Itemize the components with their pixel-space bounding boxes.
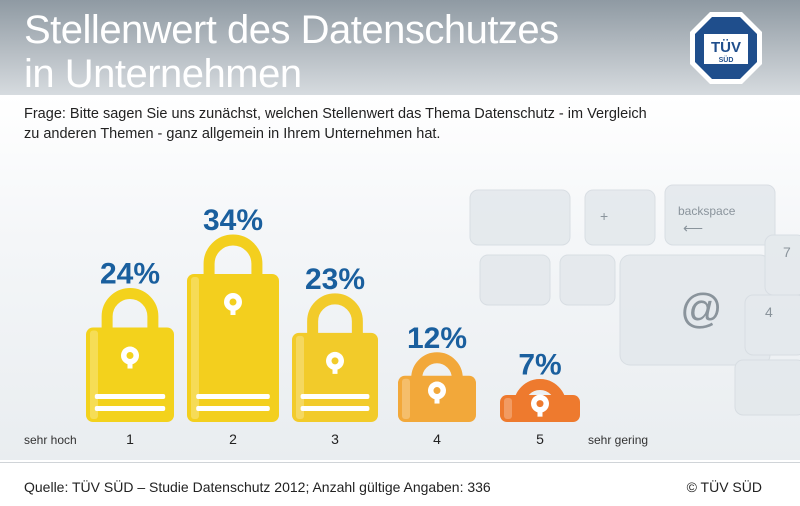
survey-question: Frage: Bitte sagen Sie uns zunächst, wel… [24, 106, 647, 142]
category-label-5: 5 [536, 431, 544, 447]
axis-label-left: sehr hoch [24, 433, 77, 447]
value-label-5: 7% [518, 349, 561, 382]
lock-body-2 [187, 274, 279, 422]
key-at-label: @ [680, 285, 723, 332]
footer-bar [0, 462, 800, 506]
lock-bar-2 [187, 234, 279, 422]
value-label-3: 23% [305, 263, 365, 296]
value-label-4: 12% [407, 322, 467, 355]
lock-stripe [94, 406, 166, 411]
key-4-label: 4 [765, 304, 773, 320]
logo-text-bottom: SÜD [719, 55, 734, 64]
category-label-1: 1 [126, 431, 134, 447]
page-title: Stellenwert des Datenschutzes in Unterne… [24, 8, 559, 96]
svg-text:⟵: ⟵ [683, 220, 703, 236]
lock-bar-3 [292, 293, 378, 422]
value-label-2: 34% [203, 204, 263, 237]
lock-stripe [94, 394, 166, 399]
lock-stripe [196, 394, 270, 399]
lock-bar-4 [398, 352, 476, 422]
keyboard-illustration: backspace ⟵ @ 7 4 + [469, 184, 800, 416]
tuev-sued-logo: TÜV SÜD [690, 12, 762, 84]
lock-stripe [300, 406, 370, 411]
lock-body-3 [292, 332, 378, 422]
lock-bar-5 [500, 379, 580, 422]
key-plus-label: + [600, 208, 608, 224]
lock-shackle-1 [101, 288, 159, 332]
lock-bar-1 [86, 288, 174, 422]
category-label-4: 4 [433, 431, 441, 447]
key-7-label: 7 [783, 244, 791, 260]
title-line-1: Stellenwert des Datenschutzes [24, 8, 559, 52]
key-backspace-label: backspace [678, 204, 736, 218]
axis-label-right: sehr gering [588, 433, 648, 447]
lock-stripe [300, 394, 370, 399]
title-line-2: in Unternehmen [24, 52, 302, 96]
source-note: Quelle: TÜV SÜD – Studie Datenschutz 201… [24, 479, 491, 495]
lock-shackle-2 [203, 234, 263, 278]
lock-shackle-4 [411, 352, 463, 380]
copyright-note: © TÜV SÜD [686, 479, 762, 495]
category-label-3: 3 [331, 431, 339, 447]
category-label-2: 2 [229, 431, 237, 447]
value-label-1: 24% [100, 258, 160, 291]
header-banner: Stellenwert des Datenschutzes in Unterne… [0, 0, 800, 96]
lock-shackle-3 [307, 293, 363, 337]
logo-text-top: TÜV [711, 39, 741, 56]
lock-stripe [196, 406, 270, 411]
